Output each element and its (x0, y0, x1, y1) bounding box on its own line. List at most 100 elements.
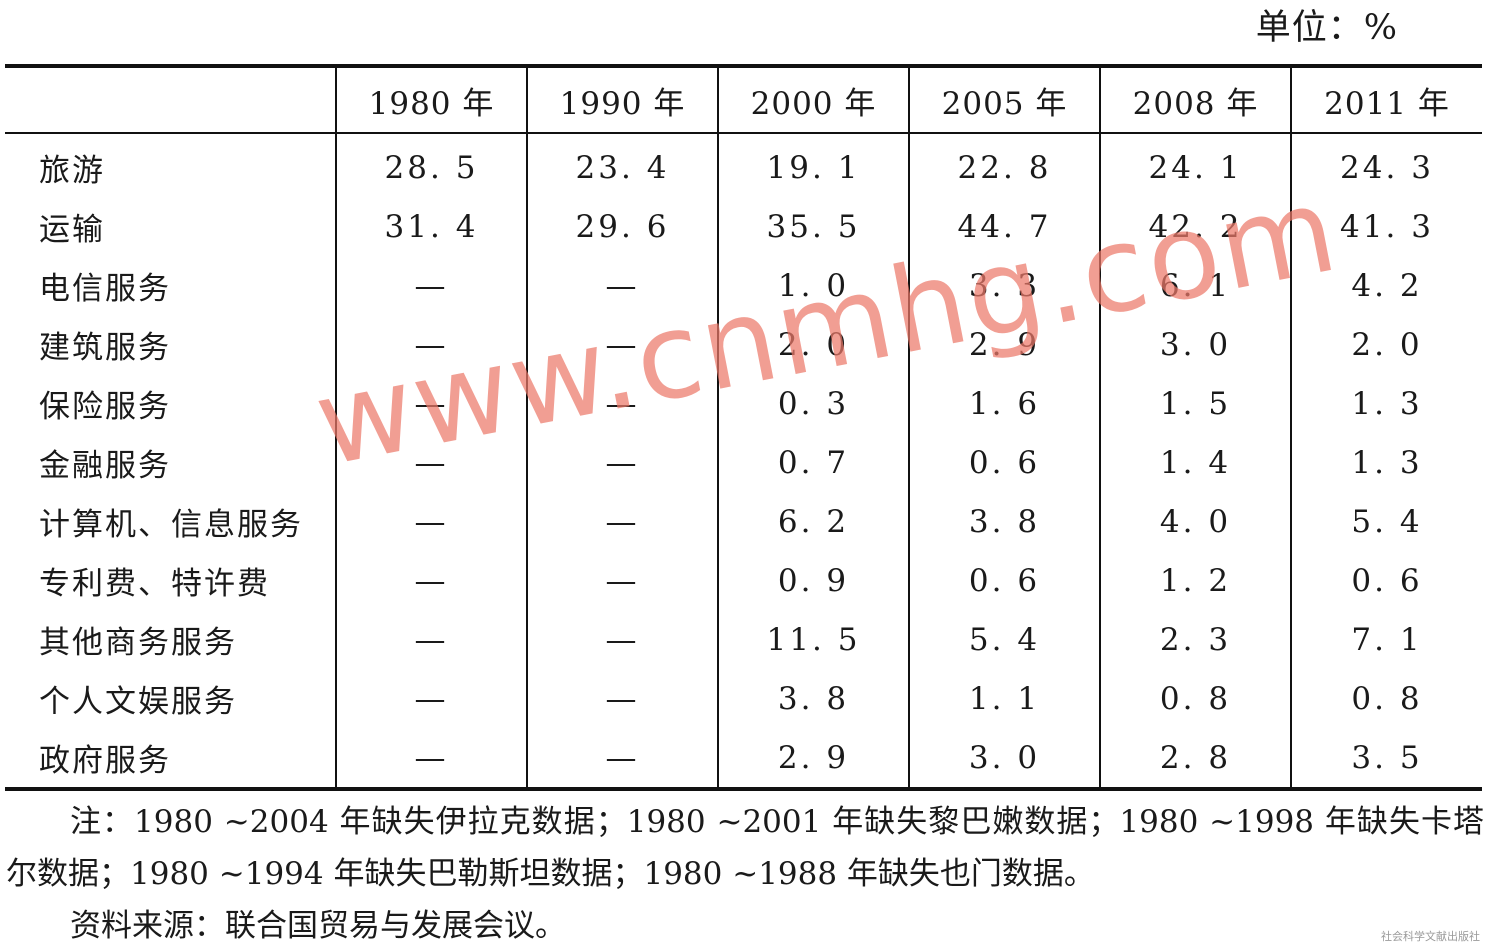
table-cell: 0. 8 (1099, 669, 1291, 728)
table-row: 个人文娱服务 — —3. 8 1. 1 0. 8 0. 8 (5, 669, 1482, 728)
publisher-mark: 社会科学文献出版社 (1381, 930, 1480, 943)
table-cell: — (526, 433, 718, 492)
table-cell: 0. 6 (908, 433, 1100, 492)
row-label: 电信服务 (39, 271, 171, 307)
table-cell: — (335, 610, 527, 669)
table-cell: — (335, 256, 527, 315)
row-label: 其他商务服务 (39, 625, 237, 661)
row-label: 专利费、特许费 (39, 566, 270, 602)
table-notes: 注：1980 ~2004 年缺失伊拉克数据；1980 ~2001 年缺失黎巴嫩数… (6, 796, 1484, 952)
note-text: 注：1980 ~2004 年缺失伊拉克数据；1980 ~2001 年缺失黎巴嫩数… (6, 804, 1484, 892)
column-header: 2005 年 (908, 66, 1100, 134)
table-cell: 7. 1 (1290, 610, 1482, 669)
table-cell: 1. 6 (908, 374, 1100, 433)
table-cell: 1. 1 (908, 669, 1100, 728)
table-cell: 2. 3 (1099, 610, 1291, 669)
table-cell: — (335, 374, 527, 433)
table-cell: 3. 0 (908, 728, 1100, 789)
table-cell: 3. 0 (1099, 315, 1291, 374)
table-cell: 0. 3 (717, 374, 909, 433)
table-cell: 0. 6 (908, 551, 1100, 610)
table-cell: 6. 1 (1099, 256, 1291, 315)
header-corner-cell (5, 66, 336, 134)
table-cell: — (526, 374, 718, 433)
table-cell: 3. 3 (908, 256, 1100, 315)
table-cell: 3. 8 (717, 669, 909, 728)
table-cell: — (526, 551, 718, 610)
table-header-row: 1980 年 1990 年 2000 年 2005 年 2008 年 2011 … (5, 66, 1482, 134)
row-label: 保险服务 (39, 389, 171, 425)
table-cell: — (335, 433, 527, 492)
table-cell: 4. 2 (1290, 256, 1482, 315)
unit-label: 单位：% (1255, 8, 1398, 48)
row-label: 运输 (39, 212, 105, 248)
table-cell: 1. 4 (1099, 433, 1291, 492)
row-label: 计算机、信息服务 (39, 507, 303, 543)
table-cell: 1. 0 (717, 256, 909, 315)
table-cell: — (526, 256, 718, 315)
table-cell: 5. 4 (908, 610, 1100, 669)
table-cell: 44. 7 (908, 197, 1100, 256)
source-text: 资料来源：联合国贸易与发展会议。 (70, 908, 566, 944)
table-cell: — (526, 669, 718, 728)
data-table-container: 1980 年 1990 年 2000 年 2005 年 2008 年 2011 … (5, 64, 1482, 791)
table-cell: 1. 2 (1099, 551, 1291, 610)
table-cell: 0. 9 (717, 551, 909, 610)
table-cell: 5. 4 (1290, 492, 1482, 551)
table-row: 政府服务 — —2. 9 3. 0 2. 8 3. 5 (5, 728, 1482, 789)
table-cell: 1. 5 (1099, 374, 1291, 433)
table-cell: 19. 1 (717, 133, 909, 197)
table-cell: 2. 0 (717, 315, 909, 374)
table-cell: 4. 0 (1099, 492, 1291, 551)
table-row: 金融服务 — —0. 7 0. 6 1. 4 1. 3 (5, 433, 1482, 492)
table-cell: 11. 5 (717, 610, 909, 669)
table-cell: 2. 9 (717, 728, 909, 789)
table-cell: 42. 2 (1099, 197, 1291, 256)
table-cell: 0. 7 (717, 433, 909, 492)
table-cell: — (526, 315, 718, 374)
row-label: 个人文娱服务 (39, 684, 237, 720)
table-row: 运输 31. 4 29. 6 35. 5 44. 7 42. 2 41. 3 (5, 197, 1482, 256)
table-cell: 22. 8 (908, 133, 1100, 197)
table-cell: 24. 3 (1290, 133, 1482, 197)
table-row: 保险服务 — —0. 3 1. 6 1. 5 1. 3 (5, 374, 1482, 433)
table-cell: 3. 5 (1290, 728, 1482, 789)
table-cell: 1. 3 (1290, 433, 1482, 492)
table-cell: 28. 5 (335, 133, 527, 197)
column-header: 2000 年 (717, 66, 909, 134)
table-cell: 1. 3 (1290, 374, 1482, 433)
row-label: 金融服务 (39, 448, 171, 484)
table-row: 专利费、特许费 — —0. 9 0. 6 1. 2 0. 6 (5, 551, 1482, 610)
table-cell: — (335, 492, 527, 551)
table-row: 旅游 28. 5 23. 4 19. 1 22. 8 24. 1 24. 3 (5, 133, 1482, 197)
data-table: 1980 年 1990 年 2000 年 2005 年 2008 年 2011 … (5, 64, 1482, 791)
table-cell: — (526, 728, 718, 789)
table-row: 电信服务 — —1. 0 3. 3 6. 1 4. 2 (5, 256, 1482, 315)
table-cell: 3. 8 (908, 492, 1100, 551)
table-cell: 2. 0 (1290, 315, 1482, 374)
table-cell: — (335, 669, 527, 728)
table-row: 计算机、信息服务 — —6. 2 3. 8 4. 0 5. 4 (5, 492, 1482, 551)
table-row: 其他商务服务 — —11. 5 5. 4 2. 3 7. 1 (5, 610, 1482, 669)
table-cell: 23. 4 (526, 133, 718, 197)
table-cell: — (335, 551, 527, 610)
table-cell: 29. 6 (526, 197, 718, 256)
table-cell: 35. 5 (717, 197, 909, 256)
row-label: 建筑服务 (39, 330, 171, 366)
table-cell: 31. 4 (335, 197, 527, 256)
table-cell: — (526, 492, 718, 551)
column-header: 2008 年 (1099, 66, 1291, 134)
table-cell: 0. 8 (1290, 669, 1482, 728)
row-label: 政府服务 (39, 743, 171, 779)
table-cell: — (526, 610, 718, 669)
column-header: 2011 年 (1290, 66, 1482, 134)
column-header: 1980 年 (335, 66, 527, 134)
table-cell: 6. 2 (717, 492, 909, 551)
table-cell: 41. 3 (1290, 197, 1482, 256)
table-row: 建筑服务 — —2. 0 2. 9 3. 0 2. 0 (5, 315, 1482, 374)
table-cell: 0. 6 (1290, 551, 1482, 610)
table-cell: — (335, 728, 527, 789)
row-label: 旅游 (39, 153, 105, 189)
table-cell: — (335, 315, 527, 374)
